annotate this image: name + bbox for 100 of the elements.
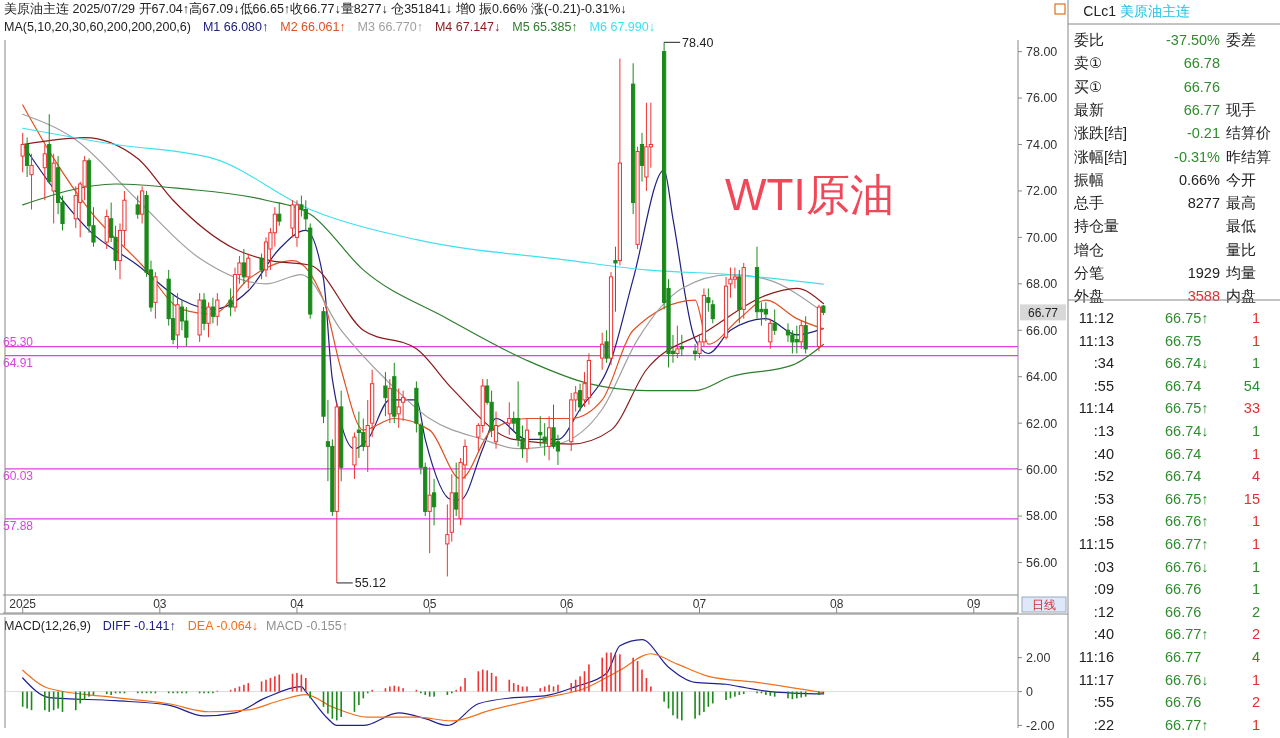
candlestick <box>29 153 34 211</box>
y-tick-label: 0 <box>1026 684 1033 699</box>
candlestick <box>577 383 583 413</box>
candlestick <box>710 299 715 324</box>
text: 66.76↓ <box>1165 558 1209 575</box>
y-tick-label: 66.00 <box>1026 323 1058 338</box>
candlestick <box>692 343 698 361</box>
text: :55 <box>1093 694 1114 711</box>
candlestick <box>547 415 552 461</box>
x-tick-label: 04 <box>290 597 304 612</box>
text: 1 <box>1251 558 1260 575</box>
text: 量比 <box>1226 241 1256 258</box>
text: 66.74↓ <box>1165 355 1209 372</box>
text: :03 <box>1093 558 1114 575</box>
y-tick-label: 60.00 <box>1026 462 1058 477</box>
y-tick-label: 78.00 <box>1026 44 1058 59</box>
candlestick <box>383 371 388 417</box>
chart-title: MACD(12,26,9) <box>4 619 91 633</box>
text: :22 <box>1093 716 1114 733</box>
text: 委比 <box>1074 32 1104 49</box>
candlestick <box>201 292 207 331</box>
x-tick-label: 03 <box>153 597 167 612</box>
text: :09 <box>1093 581 1114 598</box>
chart-title: 美原油主连 2025/07/29 开67.04↑高67.09↓低66.65↑收66.77↓量8277↓ 仓351841↓ 增0 振0.66% 涨(-0.21)-0.31%↓ <box>4 1 627 16</box>
candlestick <box>799 320 804 350</box>
candlestick <box>215 292 220 327</box>
text: 66.78 <box>1183 55 1220 72</box>
y-tick-label: 58.00 <box>1026 509 1058 524</box>
candlestick <box>675 325 680 359</box>
candlestick <box>604 329 609 364</box>
annotation: 78.40 <box>682 35 714 50</box>
annotation: WTI原油 <box>725 170 894 219</box>
candlestick <box>803 315 808 354</box>
candlestick <box>259 253 264 280</box>
text: 1 <box>1251 536 1260 553</box>
candlestick <box>427 466 432 554</box>
text: 1 <box>1251 716 1260 733</box>
annotation: MACD -0.155↑ <box>265 619 348 633</box>
text: 66.76 <box>1165 581 1202 598</box>
text: 66.77↑ <box>1165 626 1209 643</box>
text: 66.75↑ <box>1165 490 1209 507</box>
text: 1 <box>1251 581 1260 598</box>
text: 1 <box>1251 671 1260 688</box>
text: :34 <box>1093 355 1114 372</box>
text: 66.76 <box>1165 694 1202 711</box>
y-tick-label: 76.00 <box>1026 91 1058 106</box>
text: :53 <box>1093 490 1114 507</box>
text: 66.77 <box>1183 101 1220 118</box>
ref-line-label: 64.91 <box>3 355 34 370</box>
text: 66.76↑ <box>1165 513 1209 530</box>
text: 4 <box>1251 468 1260 485</box>
candlestick <box>785 322 791 343</box>
candlestick <box>600 332 605 371</box>
candlestick <box>210 297 216 324</box>
candlestick <box>303 199 308 231</box>
text: M4 67.147↓ <box>434 20 501 34</box>
y-tick-label: 62.00 <box>1026 416 1058 431</box>
text: 66.74↓ <box>1165 423 1209 440</box>
text: 66.75↑ <box>1165 400 1209 417</box>
text: 66.75↑ <box>1165 310 1209 327</box>
text: 2 <box>1251 603 1260 620</box>
candlestick <box>679 334 684 357</box>
text: M2 66.061↑ <box>280 20 346 34</box>
text: 卖① <box>1074 55 1102 72</box>
text: 66.77 <box>1165 649 1202 666</box>
candlestick <box>732 267 737 289</box>
text: 振幅 <box>1074 171 1104 188</box>
text: 现手 <box>1226 101 1256 118</box>
text: :58 <box>1093 513 1114 530</box>
text: 8277 <box>1187 195 1220 212</box>
y-tick-label: -2.00 <box>1026 718 1055 733</box>
text: :13 <box>1093 423 1114 440</box>
candlestick <box>365 399 370 473</box>
y-tick-label: 70.00 <box>1026 230 1058 245</box>
text: DIFF -0.141↑ <box>102 619 176 633</box>
candlestick <box>356 411 361 459</box>
candlestick <box>431 478 437 526</box>
text: :40 <box>1093 445 1114 462</box>
text: :12 <box>1093 603 1114 620</box>
y-tick-label: 68.00 <box>1026 277 1058 292</box>
text: -0.21 <box>1186 125 1220 142</box>
candlestick <box>290 199 295 238</box>
candlestick <box>140 185 145 224</box>
text: 11:15 <box>1078 536 1114 553</box>
text: 66.74 <box>1165 445 1202 462</box>
y-tick-label: 72.00 <box>1026 184 1058 199</box>
text: 11:14 <box>1078 400 1114 417</box>
ref-line-label: 57.88 <box>3 518 34 533</box>
candlestick <box>524 418 530 464</box>
text: 总手 <box>1074 195 1104 212</box>
text: 增仓 <box>1074 241 1104 258</box>
text: 1 <box>1251 310 1260 327</box>
text: 54 <box>1243 377 1260 394</box>
text: -0.31% <box>1174 148 1220 165</box>
text: :52 <box>1093 468 1114 485</box>
text: 委差 <box>1226 32 1256 49</box>
text: 11:13 <box>1078 332 1114 349</box>
text: 日线 <box>1032 598 1056 613</box>
candlestick <box>246 253 251 289</box>
text: 1929 <box>1187 265 1220 282</box>
